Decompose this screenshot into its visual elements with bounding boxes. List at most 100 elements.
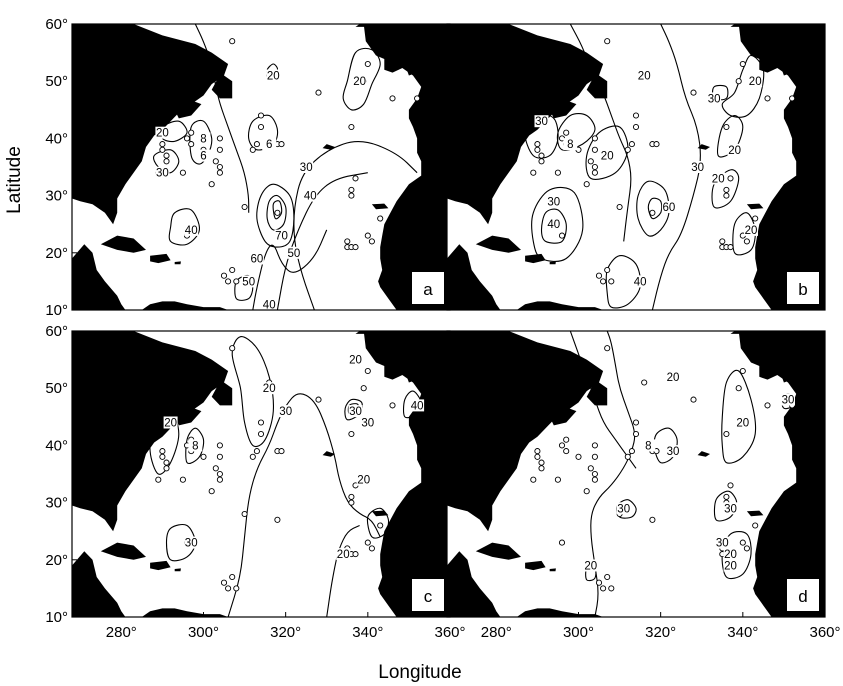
station-b-24	[534, 141, 541, 148]
x-tick-left-300: 300°	[188, 624, 219, 641]
station-c-14	[200, 453, 207, 460]
station-b-19	[591, 169, 598, 176]
central-america-b	[447, 244, 501, 310]
europe-africa-a	[363, 24, 450, 310]
contour-label-c-0: 20	[349, 355, 362, 367]
contour-label-b-7: 30	[691, 162, 704, 174]
contour-line-b-13	[732, 212, 756, 256]
contour-label-c-4: 40	[411, 400, 424, 412]
cuba-a	[100, 235, 146, 253]
iceland-d	[730, 331, 747, 334]
station-c-27	[163, 465, 170, 472]
contour-line-d-6	[713, 490, 738, 522]
contour-label-b-1: 20	[749, 76, 762, 88]
station-d-37	[739, 539, 746, 546]
station-a-36	[377, 215, 384, 222]
station-c-44	[225, 585, 232, 592]
station-d-11	[624, 453, 631, 460]
station-c-24	[159, 448, 166, 455]
station-a-35	[348, 192, 355, 199]
iceland-c	[355, 331, 372, 334]
station-d-33	[727, 482, 734, 489]
x-tick-right-340: 340°	[727, 624, 758, 641]
ireland-c	[384, 359, 405, 380]
station-a-8	[257, 112, 265, 119]
contour-label-d-9: 20	[724, 561, 737, 573]
contour-label-a-3: 8	[200, 133, 206, 145]
contour-line-a-2	[252, 229, 328, 310]
station-b-33	[727, 175, 734, 182]
station-c-42	[352, 551, 359, 558]
europe-africa-b	[738, 24, 825, 310]
station-c-25	[159, 453, 166, 460]
contour-line-b-6	[605, 255, 642, 309]
contour-line-c-3	[149, 410, 180, 475]
contour-line-c-0	[227, 393, 381, 617]
y-tick-top-60: 60°	[45, 16, 68, 33]
nova-scotia-b	[549, 99, 577, 119]
axes: 10° 20° 30° 40° 50° 60° 10° 20° 30° 40° 50° 60° 280°…	[45, 16, 840, 641]
stations-b	[530, 38, 796, 285]
station-a-26	[163, 152, 170, 159]
station-a-25	[159, 146, 166, 153]
stations-c	[155, 345, 421, 592]
station-a-23	[188, 141, 195, 148]
station-b-27	[538, 158, 545, 165]
contour-label-a-0: 20	[267, 71, 280, 83]
station-b-34	[723, 186, 730, 193]
station-b-17	[587, 158, 594, 165]
panel-frame-b	[446, 23, 826, 311]
station-c-36	[377, 522, 384, 529]
contour-label-b-12: 20	[745, 225, 758, 237]
canary-islands-a	[371, 203, 389, 210]
contour-line-a-1	[276, 172, 368, 310]
ireland-d	[759, 359, 780, 380]
x-tick-right-300: 300°	[563, 624, 594, 641]
great-britain-a	[400, 35, 426, 76]
contour-line-a-8	[168, 208, 200, 246]
x-tick-left-340: 340°	[352, 624, 383, 641]
station-d-45	[608, 585, 615, 592]
station-a-9	[257, 123, 265, 131]
station-b-39	[719, 238, 726, 245]
contour-label-b-6: 20	[728, 145, 741, 157]
station-d-43	[604, 573, 611, 581]
y-tick-top-20: 20°	[45, 245, 68, 262]
station-b-46	[595, 272, 603, 279]
station-a-32	[274, 209, 281, 216]
station-b-38	[743, 238, 750, 245]
station-b-25	[534, 146, 541, 153]
station-d-34	[723, 493, 730, 500]
y-tick-bottom-20: 20°	[45, 552, 68, 569]
contour-line-b-5	[540, 208, 567, 244]
contour-label-a-4: 6	[200, 151, 206, 163]
station-d-1	[641, 379, 648, 386]
station-a-17	[212, 158, 219, 165]
station-b-4	[735, 78, 742, 85]
contour-line-c-2	[231, 336, 274, 448]
iceland-a	[355, 24, 372, 27]
map-panel-a: 20 20 20 8 6 6 30 30 40 40 70 60 50 50 40 a	[71, 23, 451, 311]
station-c-10	[253, 448, 260, 455]
station-d-8	[632, 419, 640, 426]
station-c-26	[163, 459, 170, 466]
central-america-d	[447, 551, 501, 617]
panel-label-b: b	[798, 280, 807, 299]
contour-line-c-8	[402, 390, 422, 419]
contour-label-c-8: 20	[357, 475, 370, 487]
contour-label-a-11: 60	[251, 254, 264, 266]
europe-africa-c	[363, 331, 450, 617]
map-panel-b: 20 20 30 30 8 20 20 30 20 30 40 60 20 40 b	[446, 23, 826, 311]
station-a-20	[208, 181, 215, 188]
contour-label-b-9: 30	[547, 196, 560, 208]
y-tick-top-40: 40°	[45, 130, 68, 147]
station-d-21	[563, 436, 570, 443]
puerto-rico-d	[549, 568, 556, 572]
station-d-5	[764, 402, 771, 409]
contour-line-c-9	[366, 507, 390, 539]
contour-label-d-8: 20	[724, 549, 737, 561]
